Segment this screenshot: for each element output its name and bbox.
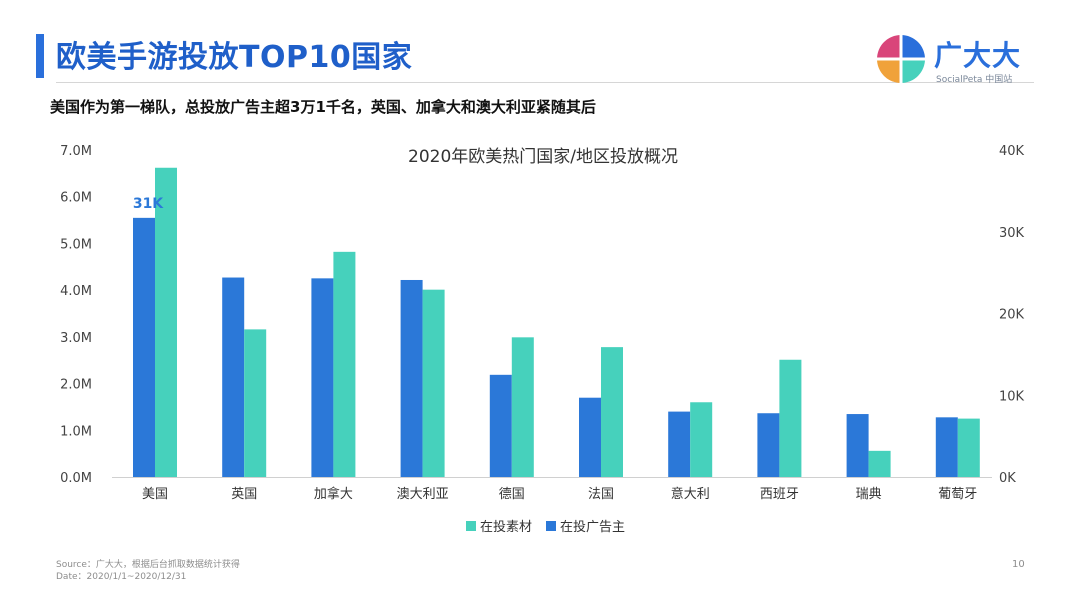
bar-advertiser-8	[846, 414, 869, 477]
bar-advertiser-2	[311, 278, 334, 477]
y-left-tick-label: 7.0M	[60, 144, 92, 159]
legend-label-advertiser: 在投广告主	[560, 520, 626, 535]
data-label-annotation: 31K	[133, 196, 164, 212]
bar-material-9	[957, 418, 980, 477]
y-right-tick-label: 30K	[999, 226, 1025, 241]
y-right-tick-label: 0K	[999, 471, 1016, 486]
footer-source: Source：广大大，根据后台抓取数据统计获得 Date：2020/1/1~20…	[56, 559, 240, 583]
header-divider	[56, 82, 1034, 83]
logo-name: 广大大	[934, 39, 1022, 72]
legend-item-advertiser: 在投广告主	[546, 516, 625, 535]
bar-material-2	[333, 251, 356, 477]
legend-item-material: 在投素材	[466, 516, 532, 535]
y-left-tick-label: 5.0M	[60, 237, 92, 252]
date-text: Date：2020/1/1~2020/12/31	[56, 572, 187, 582]
y-left-tick-label: 6.0M	[60, 191, 92, 206]
bar-advertiser-6	[668, 411, 691, 477]
bar-material-5	[601, 347, 623, 477]
y-left-tick-label: 1.0M	[60, 424, 92, 439]
bar-advertiser-9	[935, 417, 958, 477]
logo-mark-icon	[877, 35, 925, 83]
chart-legend: 在投素材 在投广告主	[466, 516, 639, 535]
bar-advertiser-7	[757, 413, 780, 477]
title-accent-bar	[36, 34, 44, 78]
bar-chart: 2020年欧美热门国家/地区投放概况 0.0M 1.0M 2.0M 3.0M 4.0M 5.…	[60, 144, 1025, 502]
logo-subtitle: SocialPeta 中国站	[936, 75, 1013, 85]
bar-material-8	[868, 450, 891, 477]
x-tick-label: 英国	[231, 487, 257, 502]
y-left-tick-label: 0.0M	[60, 471, 92, 486]
x-tick-label: 法国	[588, 487, 614, 502]
bar-material-0	[155, 167, 177, 477]
x-tick-label: 意大利	[671, 486, 710, 502]
legend-label-material: 在投素材	[480, 520, 533, 535]
legend-swatch-advertiser	[546, 520, 557, 531]
y-right-tick-label: 20K	[999, 308, 1025, 323]
bar-material-1	[244, 329, 267, 477]
bar-material-7	[779, 359, 802, 477]
y-left-tick-label: 4.0M	[60, 284, 92, 299]
x-tick-label: 瑞典	[856, 487, 882, 502]
y-right-tick-label: 10K	[999, 389, 1025, 404]
bar-advertiser-4	[489, 374, 512, 477]
bar-advertiser-0	[133, 217, 155, 478]
x-tick-label: 澳大利亚	[397, 486, 449, 502]
x-tick-label: 西班牙	[760, 487, 799, 502]
y-right-tick-label: 40K	[999, 144, 1025, 159]
bar-material-3	[422, 289, 445, 477]
bar-advertiser-5	[579, 397, 601, 477]
page-number: 10	[1012, 559, 1025, 570]
bar-advertiser-3	[400, 279, 423, 477]
page-title: 欧美手游投放TOP10国家	[56, 40, 413, 75]
source-text: Source：广大大，根据后台抓取数据统计获得	[56, 560, 240, 570]
bar-material-4	[511, 337, 534, 477]
legend-swatch-material	[466, 520, 476, 531]
y-left-tick-label: 3.0M	[60, 331, 92, 346]
x-tick-label: 德国	[499, 487, 525, 502]
chart-title: 2020年欧美热门国家/地区投放概况	[408, 147, 678, 167]
brand-logo: 广大大 SocialPeta 中国站	[876, 34, 1036, 86]
y-left-tick-label: 2.0M	[60, 378, 92, 393]
x-tick-label: 美国	[142, 487, 168, 502]
x-tick-label: 加拿大	[314, 486, 353, 502]
bar-material-6	[690, 402, 713, 477]
slide-subtitle: 美国作为第一梯队，总投放广告主超3万1千名，英国、加拿大和澳大利亚紧随其后	[50, 98, 596, 116]
bar-advertiser-1	[222, 277, 245, 477]
x-tick-label: 葡萄牙	[938, 487, 977, 502]
